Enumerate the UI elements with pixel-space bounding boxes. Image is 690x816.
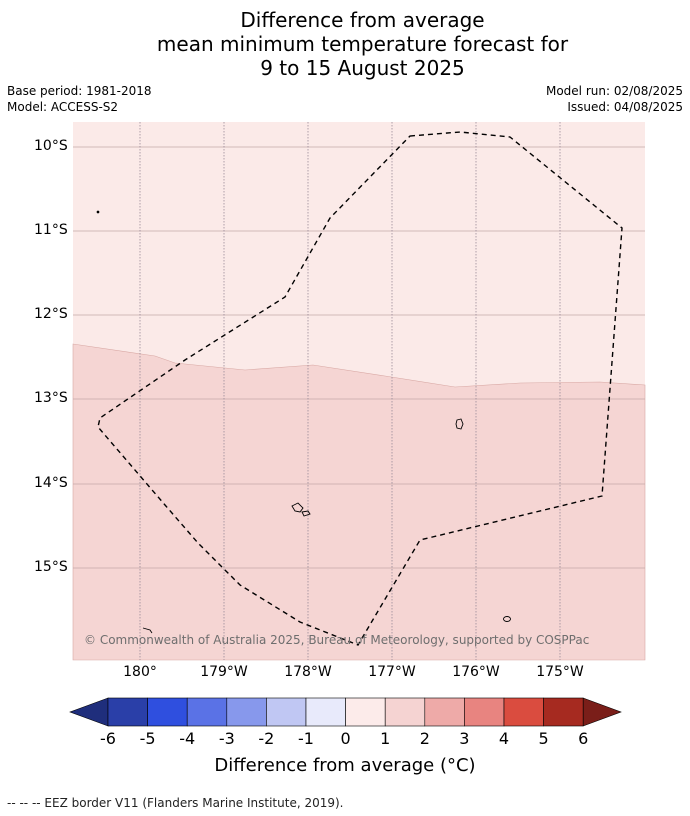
island-southeast: [503, 616, 511, 622]
lat-label-15s: 15°S: [34, 559, 68, 575]
lon-label-179w: 179°W: [200, 664, 248, 680]
island-west-small: [301, 510, 311, 517]
colorbar-tick-label: 5: [538, 729, 549, 748]
base-period: Base period: 1981-2018: [7, 84, 152, 98]
issued-date: Issued: 04/08/2025: [567, 100, 683, 114]
title-line-2: mean minimum temperature forecast for: [156, 32, 569, 56]
colorbar-swatch: [147, 697, 188, 727]
colorbar-tick-label: 0: [340, 729, 351, 748]
model-run: Model run: 02/08/2025: [545, 84, 683, 98]
colorbar-tick-label: 3: [459, 729, 470, 748]
lon-gridlines: [139, 122, 561, 660]
colorbar-tick-label: -5: [139, 729, 156, 748]
islands: [96, 210, 511, 634]
colorbar-swatch: [384, 697, 426, 727]
lon-label-175w: 175°W: [536, 664, 584, 680]
island-southwest: [142, 627, 153, 634]
copyright-notice: © Commonwealth of Australia 2025, Bureau…: [84, 633, 590, 647]
lat-label-13s: 13°S: [34, 390, 68, 406]
lat-label-12s: 12°S: [34, 306, 68, 322]
colorbar-tick-label: 6: [578, 729, 589, 748]
map-lower-band: [72, 343, 646, 661]
lon-label-178w: 178°W: [284, 664, 332, 680]
lat-gridlines: [73, 146, 645, 569]
island-east: [455, 418, 464, 430]
colorbar-swatch: [424, 697, 465, 727]
metadata-left: Base period: 1981-2018 Model: ACCESS-S2: [7, 83, 152, 115]
island-west: [291, 502, 304, 513]
eez-border: [97, 131, 623, 646]
colorbar-label: Difference from average (°C): [214, 755, 476, 776]
colorbar-swatch: [226, 697, 267, 727]
colorbar-swatch: [186, 697, 228, 727]
map-title: Difference from average mean minimum tem…: [0, 8, 690, 80]
colorbar-swatch: [503, 697, 544, 727]
colorbar-tick-label: -4: [179, 729, 196, 748]
lon-label-177w: 177°W: [368, 664, 416, 680]
colorbar-swatch: [107, 697, 148, 727]
colorbar-swatch: [266, 697, 307, 727]
colorbar-tick-label: -2: [258, 729, 275, 748]
lat-label-14s: 14°S: [34, 475, 68, 491]
model-name: Model: ACCESS-S2: [7, 100, 119, 114]
colorbar-extend-high: [582, 697, 622, 727]
colorbar-extend-low: [69, 697, 109, 727]
colorbar-tick-label: -3: [218, 729, 235, 748]
lat-label-11s: 11°S: [34, 222, 68, 238]
colorbar-swatch: [543, 697, 584, 727]
lat-label-10s: 10°S: [34, 138, 68, 154]
title-line-1: Difference from average: [240, 8, 485, 32]
metadata-right: Model run: 02/08/2025 Issued: 04/08/2025: [546, 83, 683, 115]
colorbar-tick-label: 4: [498, 729, 510, 748]
colorbar-tick-label: -6: [100, 729, 116, 748]
islet-north: [96, 210, 100, 214]
eez-footnote: -- -- -- EEZ border V11 (Flanders Marine…: [7, 796, 344, 810]
colorbar-swatch: [305, 697, 346, 727]
lon-label-180: 180°: [123, 664, 157, 680]
colorbar-swatch: [345, 697, 386, 727]
title-line-3: 9 to 15 August 2025: [260, 56, 465, 80]
lon-label-176w: 176°W: [452, 664, 500, 680]
colorbar-swatch: [464, 697, 505, 727]
colorbar-tick-label: -1: [298, 729, 314, 748]
colorbar: [69, 697, 622, 727]
colorbar-tick-label: 1: [380, 729, 391, 748]
colorbar-tick-label: 2: [419, 729, 430, 748]
